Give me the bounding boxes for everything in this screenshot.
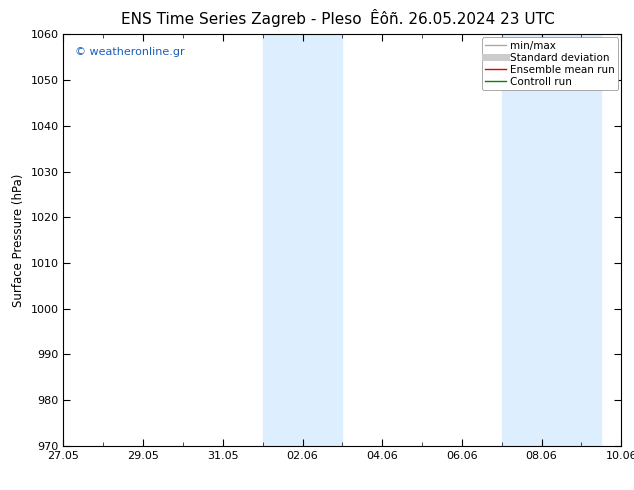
Bar bbox=[501, 34, 602, 446]
Text: © weatheronline.gr: © weatheronline.gr bbox=[75, 47, 184, 57]
Legend: min/max, Standard deviation, Ensemble mean run, Controll run: min/max, Standard deviation, Ensemble me… bbox=[482, 37, 618, 90]
Y-axis label: Surface Pressure (hPa): Surface Pressure (hPa) bbox=[12, 173, 25, 307]
Bar bbox=[262, 34, 342, 446]
Text: ENS Time Series Zagreb - Pleso: ENS Time Series Zagreb - Pleso bbox=[120, 12, 361, 27]
Text: Êôñ. 26.05.2024 23 UTC: Êôñ. 26.05.2024 23 UTC bbox=[370, 12, 555, 27]
